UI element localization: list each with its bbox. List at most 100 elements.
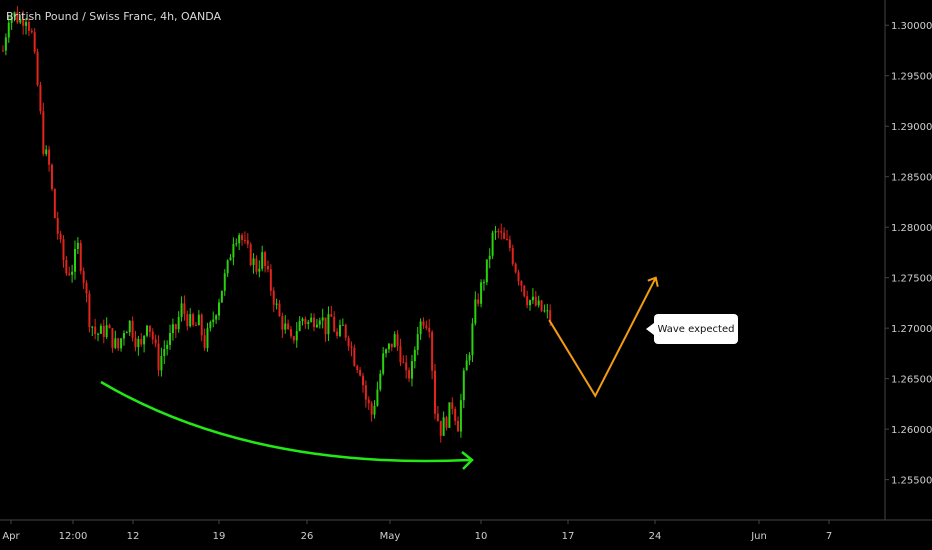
candle-body [79,242,82,272]
candle-body [238,235,241,244]
candle-body [74,248,76,272]
time-axis[interactable]: Apr 12:00 12 19 26 May 10 17 24 Jun 7 [2,520,832,542]
candle-body [117,338,120,349]
candle-body [171,324,174,334]
price-axis[interactable]: 1.30000 1.29500 1.29000 1.28500 1.28000 1.275… [885,21,932,487]
candle-body [537,300,540,306]
bottom-curve-arrowhead [461,451,474,470]
candle-body [471,323,474,356]
candle-body [503,232,506,239]
candle-body [517,272,520,282]
price-tick-label: 1.27000 [891,324,932,335]
candle-body [4,37,7,51]
candle-body [327,314,330,335]
price-tick-label: 1.29000 [891,122,932,133]
candle-body [122,333,125,339]
candle-body [76,242,79,249]
candle-body [353,347,356,366]
candle-body [232,244,235,258]
candle-body [399,345,402,363]
projection-arrowhead [647,276,659,287]
candle-body [53,189,56,218]
candle-body [174,324,177,330]
candles-layer [2,6,552,443]
candle-body [344,324,347,338]
candle-body [50,164,53,190]
wave-expected-callout: Wave expected [646,314,738,344]
candle-body [166,344,169,350]
candle-body [362,375,364,386]
candle-body [62,239,65,261]
candle-body [511,247,514,264]
candle-body [508,239,511,248]
candle-body [235,243,238,245]
candle-body [102,326,105,337]
candle-body [408,370,411,379]
candle-body [241,235,244,240]
time-tick-label: 17 [562,531,575,542]
candle-body [330,314,333,317]
candle-body [71,271,74,275]
candle-body [212,319,215,323]
candle-body [252,258,255,265]
candle-body [301,318,304,322]
candle-body [197,314,200,326]
candle-body [59,233,62,240]
candle-body [94,326,97,334]
candle-body [246,240,249,245]
candle-body [341,324,344,326]
candle-body [425,325,428,329]
candle-body [287,323,290,330]
candle-body [393,334,396,348]
candle-body [22,19,25,26]
candle-body [367,399,370,404]
candle-body [249,244,252,265]
candle-body [209,322,212,329]
candle-body [56,217,59,234]
candle-body [278,303,281,317]
candle-body [387,343,390,350]
candle-body [140,338,143,345]
price-tick-label: 1.26500 [891,375,932,386]
candle-body [284,323,287,330]
candle-body [390,343,393,348]
candle-body [97,333,100,335]
candle-body [180,303,183,318]
candle-body [396,334,399,346]
candle-body [318,320,321,325]
candle-body [336,331,339,336]
candle-body [258,268,261,272]
candle-body [200,314,203,336]
candle-body [114,338,117,348]
candle-body [364,385,367,400]
candle-body [105,325,108,337]
bottom-curve-arrow [100,380,471,463]
candle-body [36,51,39,85]
candle-body [410,361,413,379]
candle-body [434,370,436,414]
time-tick-label: 24 [649,531,662,542]
candle-body [13,12,16,17]
candle-body [347,337,350,347]
candle-body [480,282,483,304]
candle-body [485,259,488,283]
candle-body [39,84,42,112]
candle-body [169,333,172,345]
time-tick-label: 12:00 [59,531,88,542]
candle-body [125,332,128,334]
candle-body [497,231,500,233]
price-tick-label: 1.28000 [891,223,932,234]
candle-body [454,408,457,421]
candle-body [436,413,439,421]
candle-body [488,255,491,260]
candle-body [514,263,517,273]
candle-body [143,335,146,345]
candle-body [324,317,327,335]
candle-body [462,370,465,401]
candle-body [85,282,88,294]
candle-body [523,285,526,297]
candle-body [494,231,497,233]
candle-body [373,405,376,415]
candle-body [146,325,148,336]
